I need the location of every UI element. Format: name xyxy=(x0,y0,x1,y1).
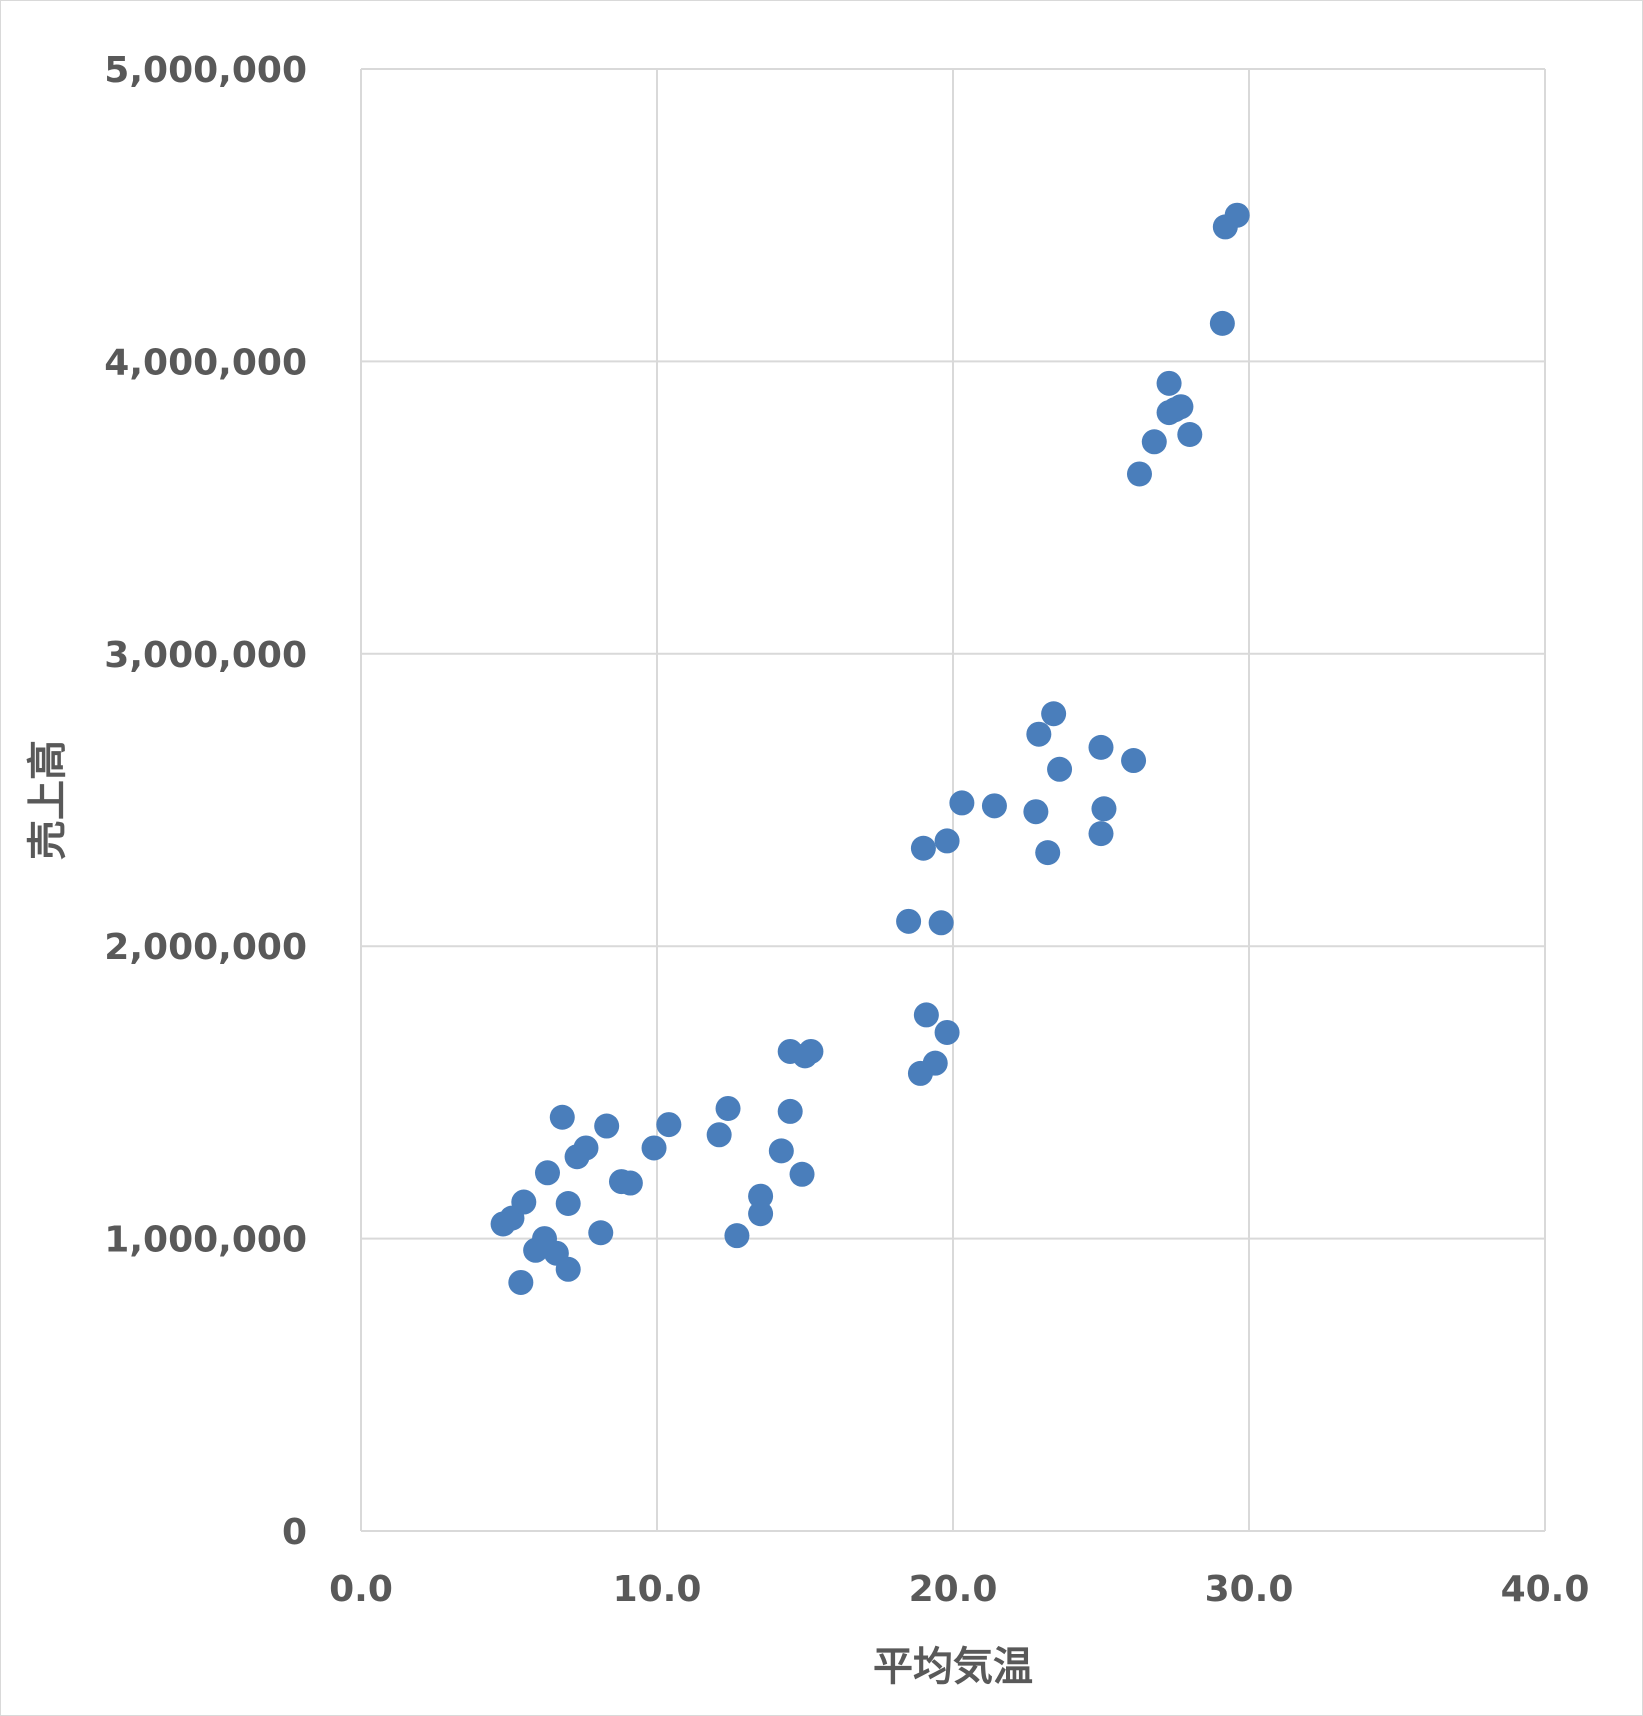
data-point xyxy=(715,1095,741,1121)
data-point xyxy=(768,1138,794,1164)
data-point xyxy=(1156,370,1182,396)
data-point xyxy=(617,1170,643,1196)
data-point xyxy=(922,1050,948,1076)
y-tick-label: 1,000,000 xyxy=(104,1220,307,1261)
data-point xyxy=(594,1113,620,1139)
data-point xyxy=(1088,734,1114,760)
data-point xyxy=(534,1160,560,1186)
data-point xyxy=(928,910,954,936)
data-point xyxy=(511,1189,537,1215)
y-tick-label: 4,000,000 xyxy=(104,342,307,383)
x-axis-title: 平均気温 xyxy=(873,1644,1033,1690)
data-point xyxy=(555,1191,581,1217)
data-point xyxy=(1209,310,1235,336)
data-point xyxy=(724,1223,750,1249)
y-tick-label: 3,000,000 xyxy=(104,635,307,676)
data-point xyxy=(1041,701,1067,727)
data-point xyxy=(573,1135,599,1161)
x-tick-label: 20.0 xyxy=(909,1569,998,1610)
data-point xyxy=(508,1269,534,1295)
data-point xyxy=(1177,422,1203,447)
data-point xyxy=(981,793,1007,819)
data-point xyxy=(913,1002,939,1028)
y-tick-label: 2,000,000 xyxy=(104,927,307,968)
data-point xyxy=(789,1161,815,1187)
x-tick-label: 40.0 xyxy=(1501,1569,1590,1610)
x-tick-label: 10.0 xyxy=(613,1569,702,1610)
data-point xyxy=(934,828,960,854)
x-tick-label: 30.0 xyxy=(1205,1569,1294,1610)
data-point xyxy=(1126,461,1152,487)
y-axis-title: 売上高 xyxy=(25,740,71,860)
data-point xyxy=(798,1038,824,1064)
data-point xyxy=(1141,429,1167,455)
data-point xyxy=(588,1220,614,1246)
y-tick-label: 5,000,000 xyxy=(104,50,307,91)
data-points xyxy=(490,202,1250,1295)
x-tick-label: 0.0 xyxy=(329,1569,393,1610)
data-point xyxy=(555,1256,581,1282)
data-point xyxy=(1035,840,1061,866)
tick-labels: 0 1,000,000 2,000,000 3,000,000 4,000,000 5,0… xyxy=(104,50,1589,1610)
data-point xyxy=(1023,799,1049,825)
data-point xyxy=(1168,394,1194,420)
data-point xyxy=(896,908,922,934)
data-point xyxy=(910,835,936,861)
data-point xyxy=(748,1183,774,1209)
data-point xyxy=(777,1098,803,1124)
data-point xyxy=(1026,721,1052,747)
data-point xyxy=(1091,796,1117,822)
data-point xyxy=(1121,748,1147,774)
data-point xyxy=(1088,821,1114,847)
data-point xyxy=(1047,756,1073,782)
data-point xyxy=(934,1019,960,1045)
data-point xyxy=(641,1135,667,1161)
data-point xyxy=(656,1112,682,1138)
y-tick-label: 0 xyxy=(282,1512,307,1553)
data-point xyxy=(748,1201,774,1227)
data-point xyxy=(1224,202,1250,228)
data-point xyxy=(706,1122,732,1148)
data-point xyxy=(549,1104,575,1130)
data-point xyxy=(949,790,975,816)
